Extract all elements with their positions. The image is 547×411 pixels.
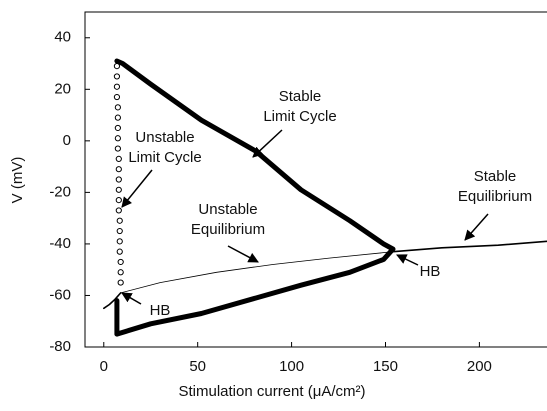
y-tick-label: 0 [63,132,71,149]
data-point [117,269,124,276]
annotation-arrow [121,169,153,208]
data-point [113,73,121,80]
series-line [114,58,396,337]
annotation-text: Equilibrium [458,188,532,205]
annotation-arrow [396,254,419,266]
series-line [392,240,547,253]
annotation-text: Stable [279,88,322,105]
axis-frame [84,11,547,348]
annotation-text: HB [150,302,171,319]
x-tick-label: 100 [279,358,304,375]
data-point [114,114,121,121]
data-point [115,186,122,193]
y-axis-label: V (mV) [9,157,26,204]
data-point [115,155,122,162]
x-tick-label: 150 [373,358,398,375]
data-point [114,135,121,142]
data-point [115,207,122,214]
series-line [120,251,394,294]
annotation-text: Limit Cycle [128,149,201,166]
y-tick-label: -60 [49,286,71,303]
data-point [115,176,122,183]
data-point [117,258,124,266]
annotation-arrow [227,245,259,263]
annotation-arrow [121,292,142,305]
y-tick-label: 20 [54,80,71,97]
annotation-arrow [252,129,283,158]
data-point [114,124,121,132]
annotation-text: Unstable [135,129,194,146]
annotation-text: HB [420,263,441,280]
data-point [114,104,121,111]
x-tick-label: 0 [100,358,108,375]
data-point [114,145,121,152]
y-tick-label: -80 [49,338,71,355]
y-tick-label: -20 [49,183,71,200]
data-point [116,227,123,235]
x-tick-label: 50 [189,358,206,375]
data-point [116,248,123,255]
y-tick-label: 40 [54,29,71,46]
y-tick-label: -40 [49,235,71,252]
annotation-text: Unstable [198,201,257,218]
data-point [116,238,123,245]
series-line [103,292,122,310]
x-axis-label: Stimulation current (μA/cm²) [178,383,365,400]
annotation-arrow [464,213,489,241]
data-point [115,166,122,173]
data-point [116,217,123,224]
x-tick-label: 200 [467,358,492,375]
annotation-text: Equilibrium [191,221,265,238]
annotation-text: Stable [474,168,517,185]
data-point [113,93,121,101]
data-point [115,197,122,204]
data-point [117,279,124,286]
annotation-text: Limit Cycle [263,108,336,125]
data-point [113,83,121,90]
data-point [113,63,121,70]
